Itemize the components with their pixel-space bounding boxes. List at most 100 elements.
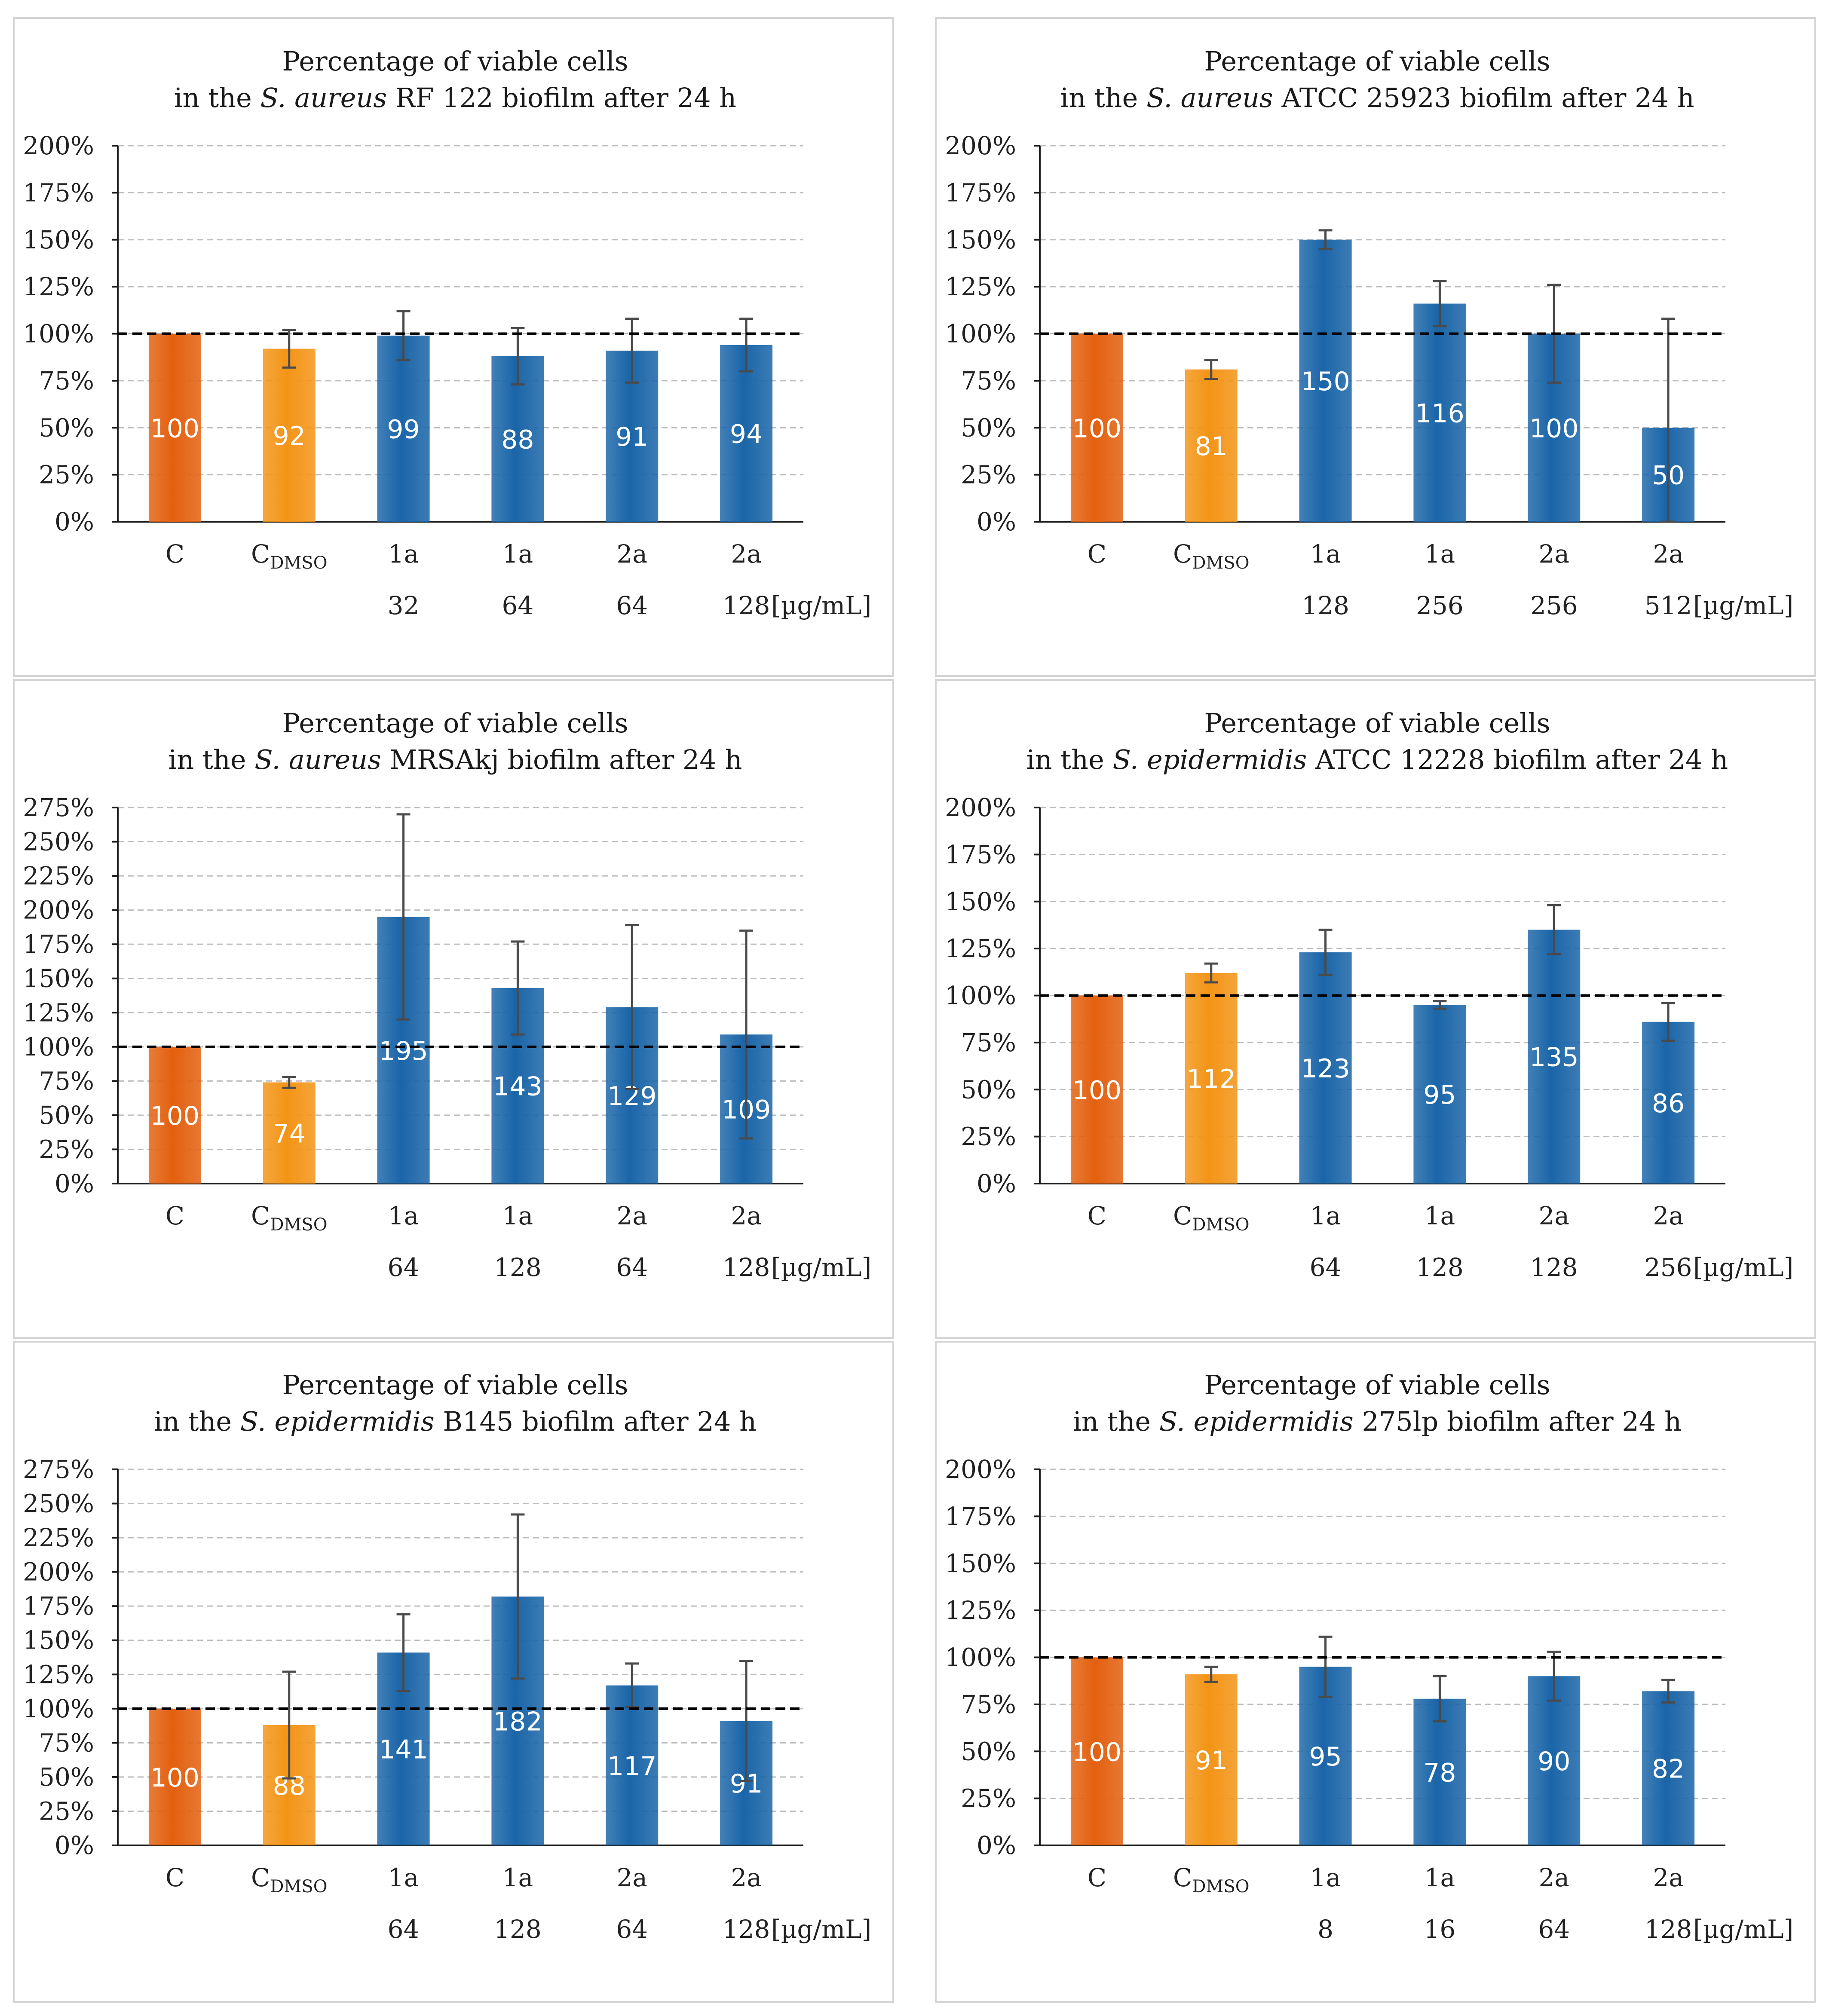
unit-label: [µg/mL] [771,591,871,620]
y-tick-label: 175% [945,840,1016,869]
data-label: 81 [1195,431,1228,462]
y-tick-label: 150% [23,1626,94,1655]
x-tick-label: C [165,1201,184,1230]
x-tick-label: 1a [388,1201,419,1230]
y-tick-label: 25% [39,1796,94,1826]
subtitle-text: in the [1073,1406,1159,1437]
chart-panel-4: Percentage of viable cells in the S. epid… [935,679,1816,1339]
bar [720,345,773,522]
subtitle-text: ATCC 12228 biofilm after 24 h [1307,744,1728,775]
y-tick-label: 100% [23,319,94,349]
x-tick-label: C [165,1863,184,1892]
y-tick-label: 75% [39,1066,94,1095]
bar [148,1708,201,1845]
chart-subtitle: in the S. aureus RF 122 biofilm after 24… [174,82,736,113]
subtitle-text: RF 122 biofilm after 24 h [387,82,736,113]
bar [148,333,201,522]
data-label: 88 [501,425,534,455]
y-tick-label: 100% [945,981,1016,1010]
y-tick-label: 275% [23,793,94,822]
concentration-label: 128 [723,591,770,620]
unit-label: [µg/mL] [771,1915,871,1944]
y-tick-label: 100% [945,1643,1016,1672]
subtitle-text: ATCC 25923 biofilm after 24 h [1273,82,1694,113]
x-tick-label: 2a [617,1201,647,1230]
concentration-label: 128 [1645,1915,1692,1944]
x-tick-label: C [1088,1201,1106,1230]
bar [1299,239,1352,522]
subtitle-text: MRSAkj biofilm after 24 h [381,744,742,775]
y-tick-label: 25% [961,460,1016,489]
concentration-label: 128 [1302,591,1349,620]
data-label: 117 [607,1751,657,1781]
x-tick-label: 2a [731,539,761,569]
x-tick-label: 2a [617,539,647,569]
data-label: 100 [150,413,200,444]
y-tick-label: 25% [39,460,94,489]
x-tick-label: CDMSO [251,1201,328,1235]
species-name: S. epidermidis [1112,744,1307,775]
concentration-label: 64 [388,1253,420,1282]
species-name: S. aureus [260,82,387,113]
concentration-label: 256 [1645,1253,1692,1282]
y-tick-label: 50% [39,1762,94,1792]
data-label: 182 [493,1707,542,1737]
chart-subtitle: in the S. epidermidis 275lp biofilm afte… [1073,1406,1682,1437]
y-tick-label: 50% [961,1075,1016,1104]
x-tick-label: 1a [1310,539,1341,569]
bar [1413,1698,1466,1845]
data-label: 100 [1072,1737,1122,1767]
x-tick-label: 2a [617,1863,647,1892]
data-label: 195 [379,1036,428,1066]
category-subscript: DMSO [1192,1877,1249,1897]
concentration-label: 512 [1645,591,1692,620]
chart-title: Percentage of viable cells [282,46,628,77]
concentration-label: 128 [723,1915,770,1944]
bar [148,1046,201,1184]
y-tick-label: 125% [23,272,94,301]
concentration-label: 64 [1538,1915,1570,1944]
y-tick-label: 175% [23,930,94,959]
chart-subtitle: in the S. aureus MRSAkj biofilm after 24… [169,744,742,775]
chart-subtitle: in the S. epidermidis ATCC 12228 biofilm… [1026,744,1728,775]
species-name: S. aureus [1146,82,1273,113]
subtitle-text: in the [174,82,260,113]
concentration-label: 128 [1530,1253,1578,1282]
subtitle-text: in the [1026,744,1113,775]
data-label: 91 [616,422,648,452]
y-tick-label: 150% [23,225,94,254]
y-tick-label: 25% [39,1135,94,1164]
category-subscript: DMSO [1192,1215,1249,1235]
unit-label: [µg/mL] [1693,1915,1793,1944]
y-tick-label: 150% [945,1549,1016,1578]
data-label: 82 [1652,1754,1685,1784]
data-label: 95 [1309,1742,1342,1772]
y-tick-label: 0% [977,1831,1016,1860]
y-tick-label: 250% [23,827,94,857]
y-tick-label: 250% [23,1489,94,1518]
y-tick-label: 100% [23,1032,94,1062]
chart-title: Percentage of viable cells [282,707,628,739]
category-main: C [251,1201,270,1230]
y-tick-label: 50% [39,1101,94,1130]
unit-label: [µg/mL] [1693,591,1793,620]
bar [263,1082,316,1184]
bar [1299,952,1352,1184]
y-tick-label: 200% [23,1557,94,1587]
x-tick-label: CDMSO [251,1863,328,1897]
chart-subtitle: in the S. epidermidis B145 biofilm after… [154,1406,757,1437]
bar [606,1685,659,1845]
data-label: 143 [493,1072,542,1102]
subtitle-text: in the [154,1406,240,1437]
x-tick-label: CDMSO [1173,1201,1250,1235]
y-tick-label: 200% [945,131,1016,160]
bar [263,349,316,522]
y-tick-label: 275% [23,1455,94,1484]
y-tick-label: 125% [945,272,1016,301]
x-tick-label: CDMSO [1173,1863,1250,1897]
y-tick-label: 75% [961,366,1016,395]
subtitle-text: in the [1060,82,1146,113]
data-label: 99 [387,414,420,444]
category-main: C [251,1863,270,1892]
data-label: 100 [150,1101,200,1131]
